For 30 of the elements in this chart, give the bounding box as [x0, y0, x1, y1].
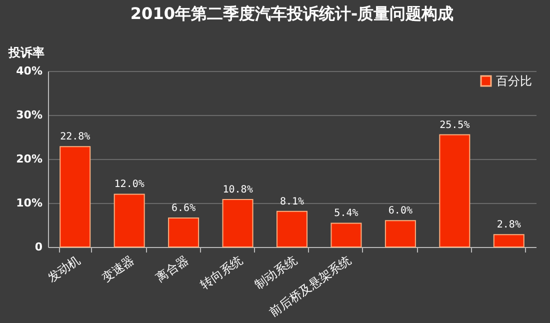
bar — [168, 217, 200, 248]
x-tick-label: 变速器 — [99, 252, 137, 285]
y-tick-label: 10% — [16, 196, 42, 210]
data-label: 22.8% — [60, 132, 90, 143]
data-label: 25.5% — [440, 120, 470, 131]
chart-title: 2010年第二季度汽车投诉统计-质量问题构成 — [130, 4, 454, 23]
bar — [493, 234, 524, 248]
y-tick-label: 20% — [16, 152, 42, 166]
bar — [222, 198, 254, 248]
y-tick-label: 40% — [16, 64, 42, 78]
data-label: 10.8% — [222, 184, 253, 196]
data-label: 12.0% — [114, 179, 144, 190]
y-tick-label: 30% — [16, 108, 42, 122]
data-label: 5.4% — [334, 208, 358, 220]
data-label: 2.8% — [496, 220, 521, 231]
bar — [384, 220, 416, 248]
x-tick-label: 转向系统 — [198, 252, 246, 292]
bar — [330, 222, 362, 248]
y-axis-title: 投诉率 — [8, 46, 44, 60]
data-label: 6.0% — [388, 206, 412, 217]
data-label: 8.1% — [280, 196, 304, 208]
bar — [60, 146, 91, 248]
y-tick-label: 0 — [34, 240, 43, 254]
legend-label: 百分比 — [496, 74, 532, 88]
data-label: 6.6% — [172, 202, 196, 214]
bar — [114, 194, 145, 248]
bar — [439, 134, 470, 248]
x-tick-label: 发动机 — [44, 252, 82, 285]
x-tick-label: 离合器 — [153, 252, 191, 285]
bar — [276, 210, 308, 248]
